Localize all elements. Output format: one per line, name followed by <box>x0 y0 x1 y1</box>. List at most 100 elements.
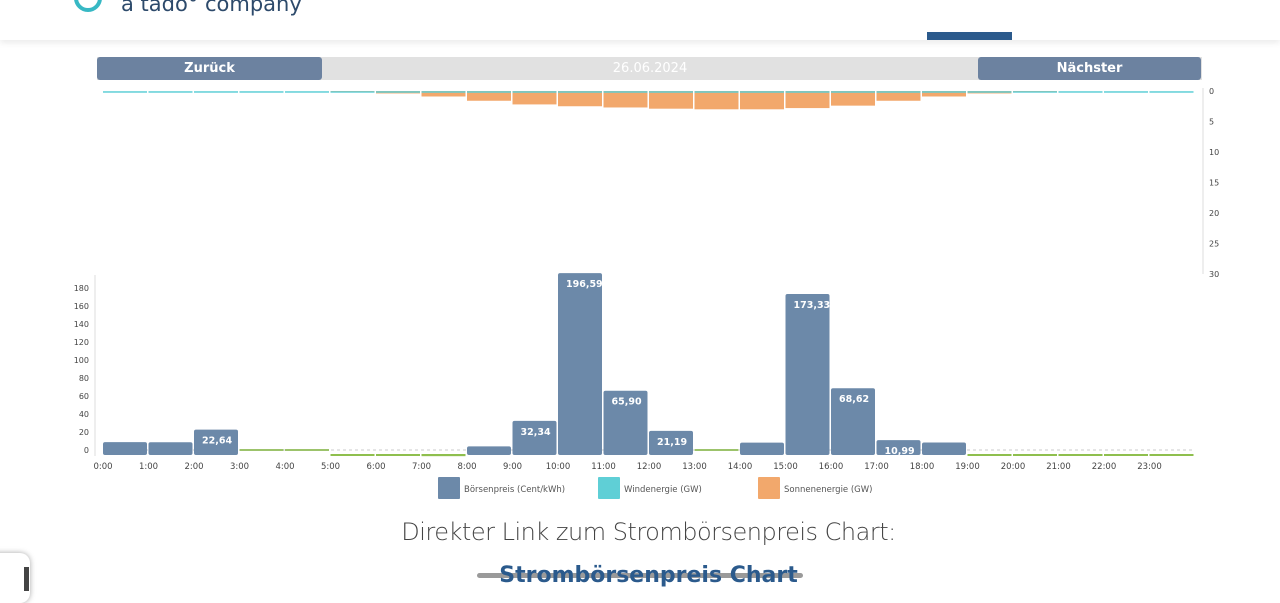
price-tick-label: 160 <box>74 302 89 311</box>
x-tick-label: 14:00 <box>728 462 753 472</box>
x-tick-label: 13:00 <box>682 462 707 472</box>
price-bar <box>603 390 648 455</box>
legend-label: Windenergie (GW) <box>624 485 702 495</box>
chart-link[interactable]: Strombörsenpreis Chart <box>499 563 798 588</box>
price-bar <box>1058 454 1103 456</box>
price-tick-label: 40 <box>79 410 89 419</box>
solar-bar <box>831 91 875 106</box>
x-tick-label: 10:00 <box>546 462 571 472</box>
price-bar <box>467 446 511 455</box>
price-bar <box>512 420 557 455</box>
wind-bar <box>649 91 693 93</box>
x-tick-label: 22:00 <box>1092 462 1117 472</box>
x-tick-label: 16:00 <box>819 462 844 472</box>
x-tick-label: 18:00 <box>910 462 935 472</box>
energy-tick-label: 10 <box>1209 148 1219 157</box>
wind-bar <box>967 91 1012 93</box>
x-tick-label: 6:00 <box>366 462 385 472</box>
solar-bar <box>694 91 739 110</box>
wind-bar <box>421 91 466 93</box>
energy-tick-label: 0 <box>1209 87 1214 96</box>
price-bar <box>649 430 693 455</box>
x-tick-label: 21:00 <box>1046 462 1071 472</box>
date-navigation <box>97 57 1202 80</box>
price-bar <box>1013 454 1057 456</box>
wind-bar <box>785 91 830 93</box>
x-tick-label: 17:00 <box>864 462 889 472</box>
solar-bar <box>922 91 966 97</box>
wind-bar <box>239 91 284 93</box>
price-bar <box>967 454 1012 456</box>
back-button[interactable]: Zurück <box>97 57 322 80</box>
price-bar <box>285 449 329 451</box>
price-bar <box>421 454 466 457</box>
price-data-label: 68,62 <box>839 394 869 405</box>
wind-bar <box>467 91 511 93</box>
active-nav-tab-indicator <box>927 32 1012 40</box>
solar-bar <box>785 91 830 109</box>
energy-tick-label: 25 <box>1209 240 1219 249</box>
wind-bar <box>1149 91 1194 93</box>
wind-bar <box>831 91 875 93</box>
price-bar <box>103 442 147 455</box>
solar-bar <box>512 91 557 105</box>
x-tick-label: 0:00 <box>93 462 112 472</box>
energy-tick-label: 30 <box>1209 270 1219 279</box>
wind-bar <box>376 91 420 93</box>
energy-tick-label: 15 <box>1209 179 1219 188</box>
energy-tick-label: 5 <box>1209 118 1214 127</box>
price-bar <box>876 440 921 455</box>
header-bar: a tado° company <box>0 0 1280 40</box>
price-bar <box>330 454 375 456</box>
price-bar <box>558 273 602 455</box>
price-bar <box>148 442 193 455</box>
legend-swatch <box>598 477 620 499</box>
price-tick-label: 120 <box>74 338 89 347</box>
x-tick-label: 4:00 <box>275 462 294 472</box>
legend-label: Sonnenenergie (GW) <box>784 485 873 495</box>
x-tick-label: 1:00 <box>139 462 158 472</box>
x-tick-label: 3:00 <box>230 462 249 472</box>
x-tick-label: 2:00 <box>184 462 203 472</box>
x-tick-label: 8:00 <box>457 462 476 472</box>
solar-bar <box>603 91 648 108</box>
price-bar <box>239 449 284 451</box>
price-bar <box>922 442 966 455</box>
price-data-label: 21,19 <box>657 437 687 448</box>
x-tick-label: 11:00 <box>591 462 616 472</box>
price-bar <box>831 388 875 455</box>
price-tick-label: 180 <box>74 284 89 293</box>
x-tick-label: 19:00 <box>955 462 980 472</box>
price-bar <box>694 449 739 451</box>
wind-bar <box>512 91 557 93</box>
wind-bar <box>876 91 921 93</box>
solar-bar <box>558 91 602 107</box>
wind-bar <box>194 91 238 93</box>
price-energy-chart: 0 5 10 15 20 25 30 0 20 40 60 80 100 120 140 160 180 22,6… <box>74 87 1219 499</box>
solar-bar <box>649 91 693 109</box>
price-data-label: 173,33 <box>794 300 831 311</box>
solar-bar <box>421 91 466 97</box>
next-button[interactable]: Nächster <box>978 57 1201 80</box>
price-data-label: 65,90 <box>612 397 642 408</box>
wind-bar <box>330 91 375 93</box>
wind-bar <box>285 91 329 93</box>
price-data-label: 22,64 <box>202 436 232 447</box>
x-tick-label: 7:00 <box>412 462 431 472</box>
x-tick-label: 12:00 <box>637 462 662 472</box>
price-tick-label: 100 <box>74 356 89 365</box>
wind-bar <box>1013 91 1057 93</box>
wind-bar <box>603 91 648 93</box>
link-underline <box>477 573 803 578</box>
wind-bar <box>922 91 966 93</box>
legend-swatch <box>438 477 460 499</box>
current-date: 26.06.2024 <box>612 61 688 76</box>
wind-bar <box>558 91 602 93</box>
wind-bar <box>148 91 193 93</box>
price-bar <box>740 442 784 455</box>
wind-bar <box>740 91 784 93</box>
price-data-label: 32,34 <box>521 427 551 438</box>
x-tick-label: 15:00 <box>773 462 798 472</box>
price-data-label: 10,99 <box>885 446 915 457</box>
price-tick-label: 60 <box>79 392 89 401</box>
